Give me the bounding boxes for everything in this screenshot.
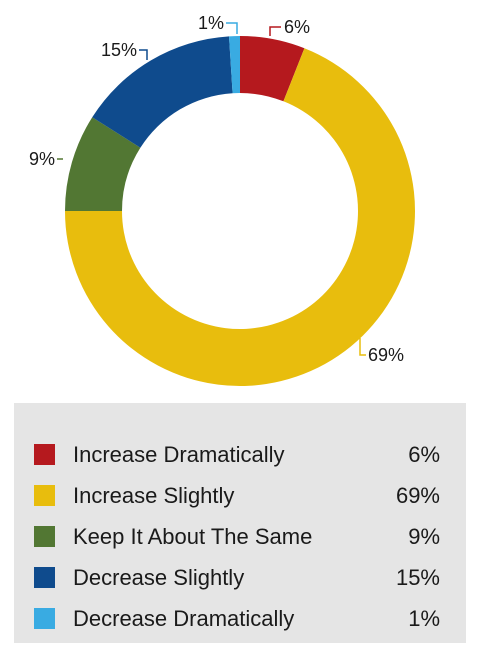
legend-item-decrease-slightly: Decrease Slightly 15% — [14, 557, 466, 598]
slice-increase-slightly — [65, 48, 415, 386]
legend-swatch — [34, 485, 55, 506]
legend-item-keep-same: Keep It About The Same 9% — [14, 516, 466, 557]
legend-label: Decrease Slightly — [73, 564, 245, 590]
legend-label: Decrease Dramatically — [73, 605, 295, 631]
data-label-increase-dramatically: 6% — [284, 17, 310, 37]
legend-label: Keep It About The Same — [73, 523, 313, 549]
leader-line-decrease-dramatically — [226, 22, 238, 34]
slice-decrease-slightly — [92, 36, 233, 148]
legend-swatch — [34, 526, 55, 547]
legend-item-increase-dramatically: Increase Dramatically 6% — [14, 434, 466, 475]
slice-increase-dramatically — [240, 36, 305, 102]
leader-line-increase-dramatically — [269, 26, 281, 36]
slice-keep-same — [65, 117, 141, 211]
legend-value: 15% — [395, 564, 440, 590]
legend-value: 69% — [395, 482, 440, 508]
legend-label: Increase Dramatically — [73, 441, 285, 467]
leader-line-increase-slightly — [359, 338, 366, 356]
data-label-decrease-dramatically: 1% — [198, 13, 224, 33]
data-label-decrease-slightly: 15% — [101, 40, 137, 60]
legend-value: 6% — [408, 441, 440, 467]
legend: Increase Dramatically 6% Increase Slight… — [14, 403, 466, 643]
legend-item-decrease-dramatically: Decrease Dramatically 1% — [14, 598, 466, 639]
legend-value: 1% — [408, 605, 440, 631]
legend-swatch — [34, 567, 55, 588]
legend-swatch — [34, 608, 55, 629]
data-label-keep-same: 9% — [29, 149, 55, 169]
donut-chart: 6% 69% 9% 15% 1% — [29, 13, 415, 386]
legend-value: 9% — [408, 523, 440, 549]
data-label-increase-slightly: 69% — [368, 345, 404, 365]
legend-item-increase-slightly: Increase Slightly 69% — [14, 475, 466, 516]
legend-swatch — [34, 444, 55, 465]
legend-label: Increase Slightly — [73, 482, 235, 508]
slice-decrease-dramatically — [229, 36, 240, 94]
leader-line-decrease-slightly — [139, 49, 148, 60]
